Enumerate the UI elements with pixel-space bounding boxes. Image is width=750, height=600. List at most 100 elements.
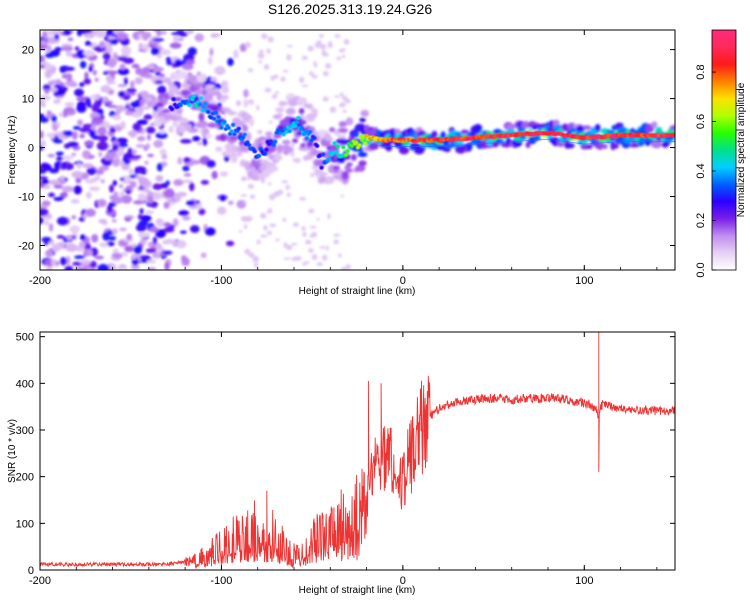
spectrogram-y-tick-label: 10 <box>22 94 34 106</box>
noise-blob <box>189 225 200 233</box>
noise-blob <box>84 208 96 217</box>
spectrogram-x-tick-label: 0 <box>400 275 406 287</box>
noise-blob <box>291 256 297 262</box>
noise-blob <box>316 217 320 221</box>
noise-blob <box>322 96 329 102</box>
ridge-blob <box>394 128 401 135</box>
ridge-blob <box>594 123 601 132</box>
noise-blob <box>304 261 310 265</box>
noise-blob <box>44 184 51 190</box>
noise-blob <box>59 67 66 74</box>
noise-blob <box>297 101 304 106</box>
noise-blob <box>295 255 302 261</box>
noise-blob <box>244 248 251 255</box>
ridge-blob <box>585 144 593 150</box>
ridge-blob <box>158 129 167 134</box>
ridge-core <box>171 97 176 102</box>
ridge-blob <box>324 133 331 142</box>
noise-blob <box>49 49 60 57</box>
ridge-blob <box>168 85 178 94</box>
noise-blob <box>258 60 263 64</box>
ridge-core <box>222 119 227 124</box>
noise-blob <box>252 255 259 263</box>
noise-blob <box>40 216 44 225</box>
ridge-blob <box>329 127 336 133</box>
noise-blob <box>322 70 329 77</box>
noise-blob <box>117 67 130 76</box>
noise-blob <box>53 196 64 201</box>
noise-blob <box>196 141 203 146</box>
noise-blob <box>108 184 115 193</box>
ridge-core <box>232 132 237 137</box>
noise-blob <box>63 30 72 36</box>
ridge-core <box>271 142 276 147</box>
noise-blob <box>241 176 247 182</box>
ridge-core <box>226 125 231 130</box>
noise-blob <box>144 160 149 165</box>
noise-blob <box>269 120 273 124</box>
noise-blob <box>307 45 314 52</box>
ridge-core <box>169 107 175 112</box>
ridge-blob <box>457 140 464 146</box>
noise-blob <box>130 80 135 89</box>
ridge-blob <box>172 120 179 128</box>
noise-blob <box>87 32 95 39</box>
noise-blob <box>308 248 314 253</box>
noise-blob <box>95 173 101 180</box>
noise-blob <box>253 262 259 268</box>
noise-blob <box>150 203 158 208</box>
ridge-blob <box>385 143 393 152</box>
noise-blob <box>146 134 151 141</box>
noise-blob <box>169 42 182 49</box>
noise-blob <box>48 192 56 198</box>
snr-panel: -200 -100 0 100 0 100 200 300 400 500 Height of … <box>7 331 676 596</box>
noise-blob <box>69 83 78 88</box>
noise-blob <box>206 160 216 168</box>
noise-blob <box>333 95 340 98</box>
noise-blob <box>48 179 61 186</box>
noise-blob <box>92 69 97 76</box>
ridge-core <box>304 136 310 141</box>
ridge-blob <box>287 98 298 107</box>
noise-blob <box>70 199 80 204</box>
noise-blob <box>183 157 191 163</box>
noise-blob <box>316 262 324 267</box>
noise-blob <box>77 119 84 126</box>
ridge-core <box>349 144 355 149</box>
noise-blob <box>233 49 239 59</box>
noise-blob <box>128 168 134 176</box>
noise-blob <box>334 34 341 38</box>
noise-blob <box>116 126 122 132</box>
noise-blob <box>60 191 68 198</box>
noise-blob <box>129 129 137 138</box>
noise-blob <box>97 199 107 208</box>
ridge-core <box>287 129 292 134</box>
noise-blob <box>138 177 149 186</box>
ridge-core <box>201 104 207 109</box>
ridge-core <box>335 144 340 149</box>
noise-blob <box>75 266 88 270</box>
noise-blob <box>264 87 272 93</box>
noise-blob <box>112 144 119 152</box>
noise-blob <box>243 223 248 230</box>
ridge-blob <box>341 170 349 180</box>
ridge-blob <box>296 97 307 102</box>
snr-y-tick-label: 400 <box>16 378 34 390</box>
ridge-blob <box>319 172 328 177</box>
ridge-blob <box>350 153 357 161</box>
noise-blob <box>340 194 344 198</box>
noise-blob <box>117 161 125 166</box>
noise-blob <box>173 179 184 186</box>
noise-blob <box>136 119 148 125</box>
noise-blob <box>149 226 159 233</box>
noise-blob <box>164 261 170 270</box>
noise-blob <box>103 154 114 161</box>
noise-blob <box>130 263 140 270</box>
noise-blob <box>130 253 137 260</box>
ridge-blob <box>205 84 216 89</box>
ridge-core <box>198 96 204 101</box>
ridge-blob <box>230 155 238 164</box>
noise-blob <box>187 72 193 76</box>
spectrogram-y-tick-label: 20 <box>22 45 34 57</box>
ridge-blob <box>352 131 360 138</box>
